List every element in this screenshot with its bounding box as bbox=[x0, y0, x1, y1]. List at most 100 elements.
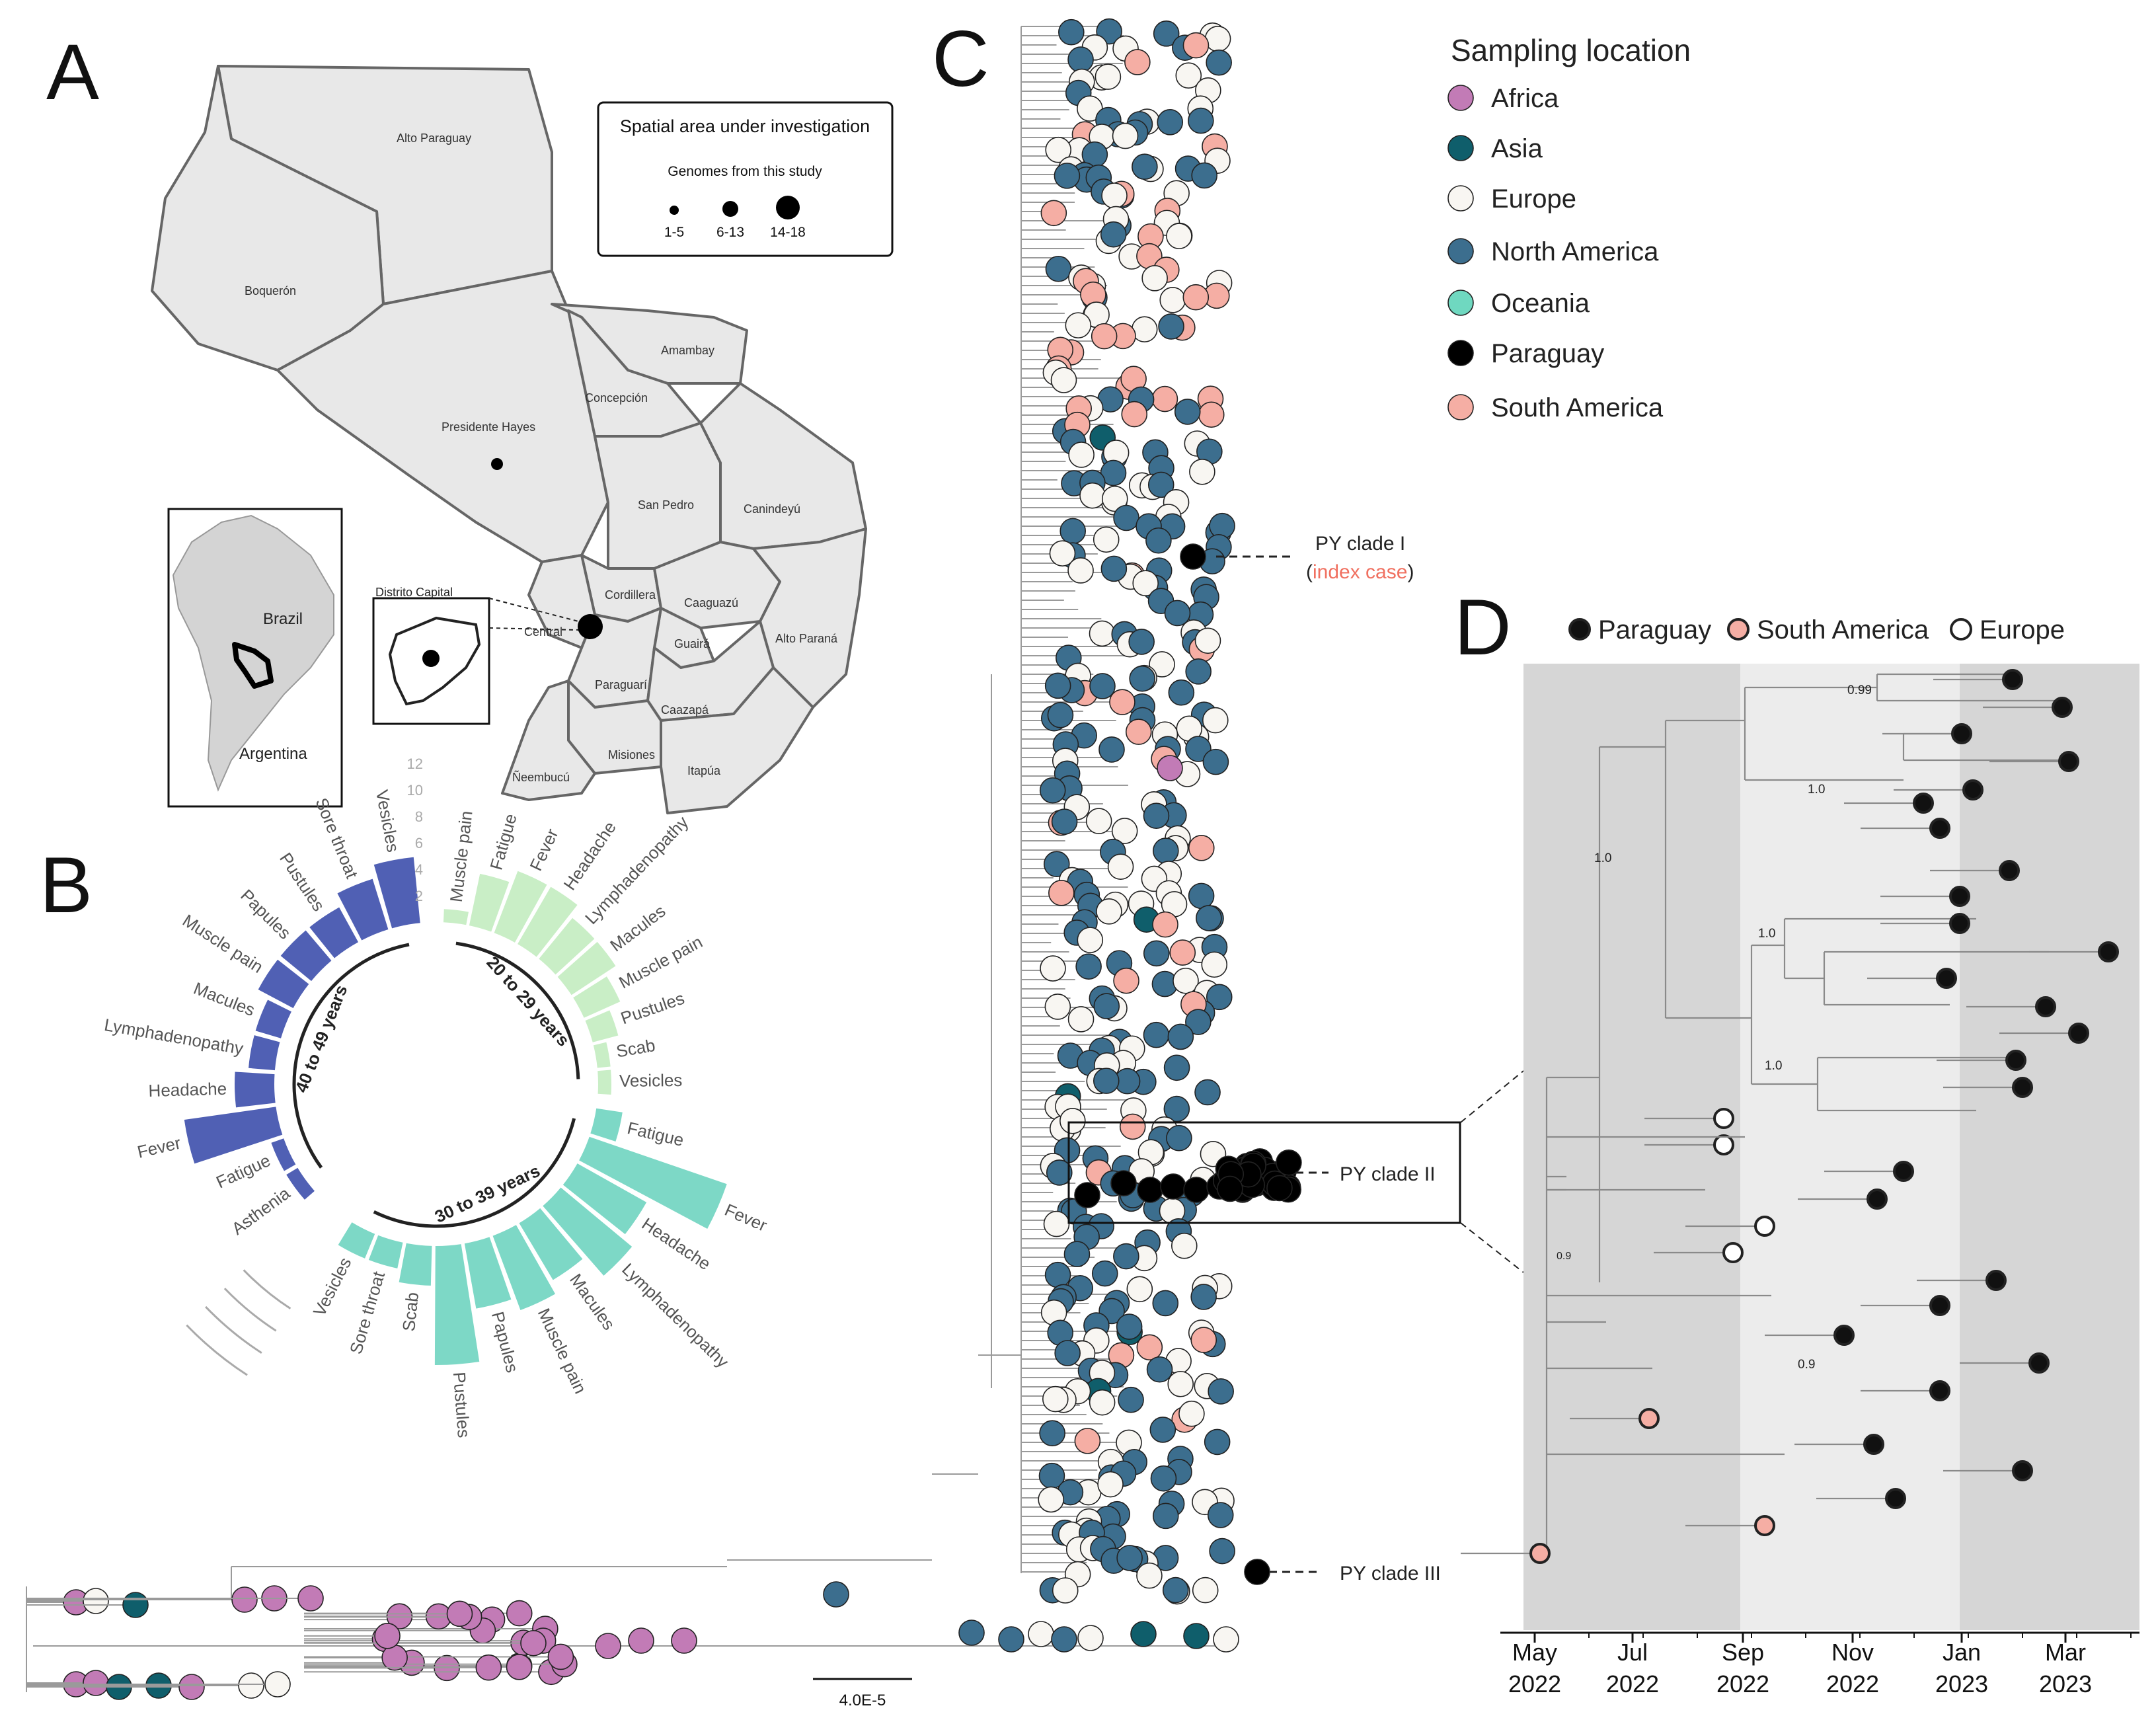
radial-bar-label: Fatigue bbox=[625, 1118, 685, 1150]
radial-bar-label: Scab bbox=[399, 1291, 422, 1332]
dated-tree-tip bbox=[1833, 1325, 1855, 1346]
tree-tip bbox=[1204, 1428, 1231, 1456]
tree-tip bbox=[1054, 1340, 1081, 1366]
panel-label-d: D bbox=[1454, 583, 1512, 672]
radial-bar bbox=[573, 976, 621, 1018]
dated-tree-tip bbox=[2058, 751, 2079, 772]
tree-tip bbox=[386, 1603, 413, 1629]
legend-d-label: Paraguay bbox=[1598, 615, 1711, 644]
radial-bar-label: Fever bbox=[525, 826, 562, 874]
tree-tip bbox=[1101, 182, 1128, 209]
axis-month: May bbox=[1512, 1639, 1557, 1666]
tree-tip bbox=[1051, 808, 1078, 835]
tree-tip bbox=[1044, 672, 1071, 699]
dated-tree-tip bbox=[1713, 1108, 1734, 1129]
tree-tip bbox=[1113, 967, 1139, 994]
tree-tip bbox=[520, 1629, 547, 1657]
tree-tip bbox=[1132, 570, 1159, 597]
dated-tree-tip bbox=[1863, 1434, 1884, 1455]
map-region-san-pedro bbox=[594, 422, 722, 570]
tree-tip bbox=[1130, 1621, 1157, 1647]
tree-tip bbox=[1059, 518, 1087, 545]
tree-tip bbox=[1089, 1389, 1116, 1416]
radial-bar bbox=[469, 873, 510, 932]
tree-tip bbox=[1182, 32, 1210, 59]
tree-tip bbox=[1042, 1385, 1069, 1413]
tree-tip bbox=[1168, 679, 1195, 706]
tree-tip bbox=[1075, 953, 1102, 980]
legend-label: Europe bbox=[1491, 184, 1576, 214]
dated-tree-tip bbox=[2098, 941, 2119, 962]
dated-tree-tip bbox=[1962, 779, 1983, 800]
tree-tip bbox=[1194, 627, 1221, 654]
tree-tip bbox=[1118, 1386, 1144, 1413]
legend-label: Asia bbox=[1491, 134, 1543, 163]
paraguay-tip bbox=[1110, 1170, 1137, 1196]
tree-tip bbox=[1189, 458, 1215, 485]
age-group-arc bbox=[455, 941, 580, 1079]
dated-tree-tip bbox=[1893, 1161, 1914, 1182]
tree-tip bbox=[1209, 1538, 1235, 1565]
axis-month: Jan bbox=[1943, 1639, 1981, 1666]
dated-tree-tip bbox=[1951, 723, 1972, 744]
radial-bar bbox=[286, 1167, 315, 1200]
support-value: 1.0 bbox=[1594, 851, 1611, 865]
tree-tip bbox=[122, 1592, 149, 1618]
map-region-neembucu bbox=[501, 680, 596, 801]
dated-tree-tip bbox=[2005, 1050, 2026, 1071]
tree-tip bbox=[1136, 1562, 1163, 1589]
tree-tip bbox=[1143, 802, 1170, 829]
region-label: Presidente Hayes bbox=[442, 420, 535, 434]
radial-bar-label: Lymphadenopathy bbox=[102, 1015, 245, 1058]
tree-tip bbox=[1152, 1502, 1179, 1530]
inset-label-brazil: Brazil bbox=[263, 610, 303, 628]
tree-tip bbox=[1077, 927, 1104, 953]
tree-tip bbox=[1074, 1428, 1101, 1454]
radial-bar-label: Pustules bbox=[618, 988, 687, 1029]
region-label: Guairá bbox=[674, 637, 711, 650]
tree-tip bbox=[1085, 808, 1112, 834]
radial-bar-label: Vesicles bbox=[372, 788, 403, 853]
radial-bar-label: Fatigue bbox=[486, 812, 520, 873]
radial-bar bbox=[255, 999, 291, 1038]
region-label: Ñeembucú bbox=[512, 770, 570, 784]
tree-tip bbox=[1047, 701, 1074, 728]
tree-tip bbox=[1171, 1232, 1198, 1259]
tree-tip bbox=[1040, 200, 1067, 227]
support-value: 0.99 bbox=[1847, 683, 1872, 697]
tree-tip bbox=[1145, 527, 1172, 554]
tree-tip bbox=[238, 1672, 264, 1699]
distrito-capital-inset: Distrito Capital bbox=[372, 586, 579, 725]
tree-tip bbox=[1192, 1577, 1219, 1604]
tree-tip bbox=[178, 1674, 205, 1700]
radial-bar bbox=[443, 909, 469, 925]
dated-tree-d: 0.99 1.0 1.0 1.0 1.0 0.9 0.9 bbox=[1461, 669, 2119, 1564]
dated-tree-tip bbox=[1929, 1295, 1950, 1316]
radial-bar bbox=[579, 1136, 727, 1229]
dated-tree-tip bbox=[2002, 669, 2023, 690]
radial-bar bbox=[280, 930, 332, 982]
tree-tip bbox=[1141, 265, 1168, 292]
tree-tip bbox=[1044, 1261, 1071, 1288]
tree-tip bbox=[83, 1670, 109, 1696]
tree-tip bbox=[264, 1671, 291, 1697]
radial-bar-label: Macules bbox=[191, 978, 258, 1020]
tree-tip bbox=[1039, 777, 1066, 804]
tree-tip bbox=[1126, 1276, 1153, 1303]
dated-tree-tip bbox=[1929, 1380, 1950, 1401]
tree-tip bbox=[1204, 25, 1231, 52]
tree-tip bbox=[1175, 62, 1202, 89]
dated-tree-tip bbox=[2035, 996, 2056, 1017]
radial-bar bbox=[464, 1237, 512, 1309]
paraguay-map bbox=[151, 65, 867, 814]
age-group-arc bbox=[373, 1118, 576, 1228]
tree-tip bbox=[1116, 1313, 1143, 1340]
tree-tip bbox=[1096, 898, 1122, 925]
tree-tip bbox=[475, 1654, 502, 1681]
radial-bar bbox=[249, 1035, 280, 1071]
tree-tip bbox=[1059, 1108, 1086, 1134]
region-label: San Pedro bbox=[638, 498, 694, 512]
radial-bar-label: Fatigue bbox=[213, 1150, 273, 1192]
tree-tip bbox=[506, 1600, 533, 1627]
tree-tip bbox=[374, 1623, 401, 1649]
